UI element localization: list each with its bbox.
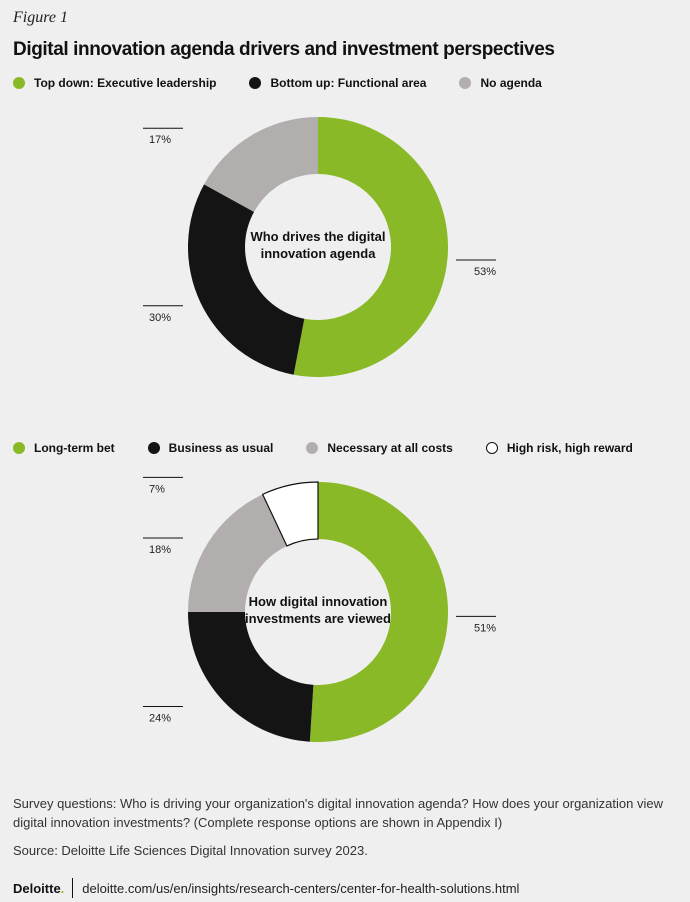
legend-chart-2: Long-term bet Business as usual Necessary … <box>13 440 666 456</box>
legend-label: Long-term bet <box>34 441 115 455</box>
data-label-high-risk-high-reward: 7% <box>149 483 165 495</box>
legend-swatch <box>13 442 25 454</box>
legend-label: Bottom up: Functional area <box>270 76 427 90</box>
legend-label: No agenda <box>480 76 542 90</box>
center-label-line: innovation agenda <box>261 246 377 261</box>
data-label-business-as-usual: 24% <box>149 712 171 724</box>
survey-questions-note: Survey questions: Who is driving your or… <box>13 796 663 830</box>
center-label-line: How digital innovation <box>249 594 388 609</box>
legend-label: Top down: Executive leadership <box>34 76 217 90</box>
legend-swatch <box>13 77 25 89</box>
center-label-line: investments are viewed <box>245 611 391 626</box>
data-label-top-down-executive-leadership: 53% <box>474 266 496 278</box>
donut-slice-necessary-at-all-costs <box>188 494 287 612</box>
legend-chart-1: Top down: Executive leadership Bottom up:… <box>13 75 575 91</box>
donut-svg: 53% 30% 17% Who drives the digital innovatio… <box>143 117 496 377</box>
legend-swatch <box>249 77 262 89</box>
donut-slice-no-agenda <box>204 117 318 212</box>
donut-slice-business-as-usual <box>188 612 314 742</box>
data-label-bottom-up-functional-area: 30% <box>149 312 171 324</box>
donut-center-label: Who drives the digital innovation agenda <box>250 229 385 261</box>
deloitte-logo: Deloitte. <box>13 880 65 896</box>
legend-item-business-as-usual: Business as usual <box>147 441 274 455</box>
legend-item-bottom-up-functional-area: Bottom up: Functional area <box>249 76 426 90</box>
donut-slice-long-term-bet <box>309 482 449 742</box>
donut-svg: 51% 24% 18% 7% How digital innovation investm… <box>143 476 496 742</box>
data-label-long-term-bet: 51% <box>474 622 496 634</box>
legend-label: High risk, high reward <box>506 441 633 455</box>
legend-item-top-down-executive-leadership: Top down: Executive leadership <box>13 76 216 90</box>
legend-swatch <box>147 442 160 454</box>
donut-center-label: How digital innovation investments are vi… <box>245 594 391 626</box>
footer-notes: Survey questions: Who is driving your or… <box>13 794 673 869</box>
legend-swatch <box>485 442 498 454</box>
legend-item-no-agenda: No agenda <box>459 76 542 90</box>
brand-row: Deloitte. deloitte.com/us/en/insights/re… <box>13 878 519 898</box>
legend-item-high-risk-high-reward: High risk, high reward <box>485 441 633 455</box>
legend-swatch <box>459 77 472 89</box>
source-note: Source: Deloitte Life Sciences Digital I… <box>13 843 368 858</box>
legend-swatch <box>306 442 319 454</box>
legend-label: Business as usual <box>168 441 274 455</box>
legend-item-long-term-bet: Long-term bet <box>13 441 115 455</box>
source-url-link[interactable]: deloitte.com/us/en/insights/research-cen… <box>82 880 520 896</box>
figure-title: Digital innovation agenda drivers and in… <box>13 39 555 60</box>
donut-slice-bottom-up-functional-area <box>188 184 305 375</box>
donut-slice-top-down-executive-leadership <box>293 117 448 377</box>
donut-chart-investment-views: 51% 24% 18% 7% How digital innovation investm… <box>0 465 690 765</box>
legend-label: Necessary at all costs <box>327 441 453 455</box>
donut-slice-high-risk-high-reward <box>261 481 319 547</box>
center-label-line: Who drives the digital <box>250 229 385 244</box>
legend-item-necessary-at-all-costs: Necessary at all costs <box>306 441 453 455</box>
figure-label: Figure 1 <box>13 9 68 26</box>
data-label-no-agenda: 17% <box>149 134 171 146</box>
brand-divider <box>72 878 74 898</box>
data-label-necessary-at-all-costs: 18% <box>149 544 171 556</box>
donut-chart-agenda-drivers: 53% 30% 17% Who drives the digital innovatio… <box>0 100 690 400</box>
